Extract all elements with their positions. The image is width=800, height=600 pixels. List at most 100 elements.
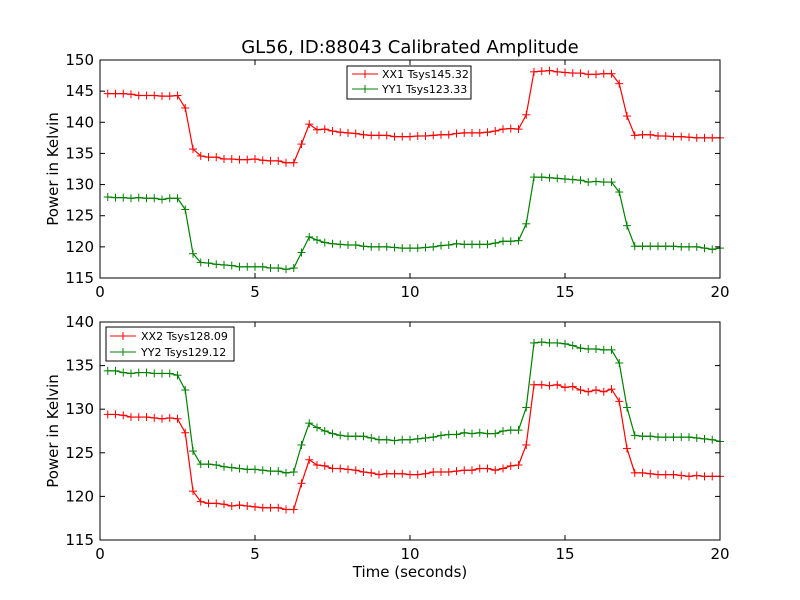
top-series-0-point [313, 125, 321, 134]
bottom-series-1-point [328, 429, 337, 438]
bottom-series-0-point [189, 487, 197, 496]
bottom-series-0-point [537, 380, 546, 389]
bottom-series-0-point [196, 497, 205, 506]
bottom-series-0-point [568, 382, 577, 391]
bottom-series-1-point [623, 403, 631, 412]
bottom-legend-box [105, 326, 235, 362]
bottom-series-0-point [398, 469, 407, 478]
top-legend-label-yy1: YY1 Tsys123.33 [381, 83, 467, 96]
bottom-series-1-point [437, 431, 445, 440]
top-series-0-point [189, 145, 197, 154]
top-series-1-point [313, 236, 321, 245]
top-series-0-point [103, 89, 112, 98]
top-series-1-point [328, 239, 337, 248]
top-series-1-point [692, 242, 701, 251]
bottom-series-1-point [134, 368, 143, 377]
top-series-0-point [367, 131, 376, 140]
bottom-series-0-point [165, 413, 174, 422]
top-series-0-point [429, 131, 438, 140]
bottom-series-1-point [638, 432, 647, 441]
top-series-1-point [421, 243, 430, 252]
bottom-series-0-point [615, 397, 624, 406]
top-series-1-point [320, 238, 329, 247]
top-series-0-point [297, 140, 306, 149]
top-series-0-point [181, 103, 190, 112]
top-series-0-point [654, 131, 662, 140]
bottom-series-0-point [297, 479, 306, 488]
top-legend-box [346, 65, 472, 100]
top-ytick-label: 125 [65, 207, 94, 225]
top-series-0-point [444, 130, 453, 139]
top-series-0-point [351, 129, 360, 138]
top-series-1-point [522, 219, 531, 228]
bottom-series-0-point [119, 411, 128, 420]
bottom-series-1-point [460, 428, 469, 437]
top-series-1-point [351, 240, 360, 249]
top-series-1-point [553, 174, 562, 183]
bottom-series-0-point [266, 503, 275, 512]
top-series-0-point [382, 131, 391, 140]
bottom-series-0-point [460, 466, 469, 475]
top-series-1-point [251, 262, 259, 271]
bottom-ytick-label: 130 [65, 400, 94, 418]
bottom-series-1-point [530, 338, 538, 347]
top-series-0-point [282, 158, 290, 167]
bottom-series-1-point [475, 428, 484, 437]
top-series-1-point [413, 244, 422, 253]
bottom-series-0-point [289, 505, 298, 514]
bottom-series-1-point [158, 369, 166, 378]
top-series-0-point [398, 132, 407, 141]
top-series-0-point [545, 66, 554, 75]
top-legend-label-xx1: XX1 Tsys145.32 [382, 68, 469, 81]
bottom-series-1-point [406, 435, 414, 444]
bottom-series-0-point [150, 413, 159, 422]
top-series-0-point [320, 125, 329, 134]
top-xtick-label: 0 [95, 283, 105, 301]
top-series-0-point [700, 133, 709, 142]
bottom-series-1-point [499, 427, 507, 435]
top-series-0-point [336, 128, 345, 137]
top-series-1-point [158, 195, 166, 204]
bottom-series-1-point [444, 430, 453, 439]
bottom-xtick-label: 0 [95, 545, 105, 563]
bottom-series-1-point [685, 433, 693, 442]
top-series-1-point [568, 175, 577, 184]
top-series-0-point [669, 132, 678, 141]
top-series-1-point [561, 174, 569, 183]
bottom-series-0-point [708, 472, 717, 481]
top-series-1-point [708, 245, 717, 254]
bottom-series-0-point [351, 466, 360, 475]
bottom-series-0-point [677, 471, 686, 480]
top-series-0-point [220, 155, 228, 164]
bottom-series-0-point [406, 470, 414, 479]
top-series-0-point [127, 90, 135, 99]
top-series-1-point [468, 240, 476, 249]
bottom-series-1-point [537, 338, 546, 347]
bottom-legend-label-xx2: XX2 Tsys128.09 [141, 330, 228, 343]
bottom-series-0-point [545, 381, 554, 390]
top-series-0-point [592, 70, 600, 79]
bottom-xtick-label: 5 [250, 545, 260, 563]
bottom-series-1-point [584, 345, 593, 354]
bottom-series-0-point [561, 383, 569, 392]
bottom-series-0-point [429, 467, 438, 476]
bottom-series-1-point [553, 338, 562, 347]
bottom-series-0-point [514, 461, 523, 470]
bottom-series-0-point [692, 471, 701, 480]
top-series-0-point [599, 69, 608, 78]
bottom-series-0-point [134, 413, 143, 422]
top-series-1-point [584, 178, 593, 187]
top-series-0-point [491, 127, 500, 136]
bottom-series-0-point [553, 380, 562, 389]
bottom-series-1-point [227, 463, 236, 472]
bottom-series-0-point [607, 385, 616, 394]
bottom-series-1-point [646, 432, 655, 441]
top-series-0-point [251, 155, 259, 164]
top-ytick-label: 115 [65, 269, 94, 287]
bottom-series-0-point [220, 500, 228, 509]
top-series-1-point [289, 264, 298, 273]
top-series-0-point [274, 156, 283, 165]
bottom-series-0-point [669, 470, 678, 479]
top-series-1-point [344, 240, 352, 249]
